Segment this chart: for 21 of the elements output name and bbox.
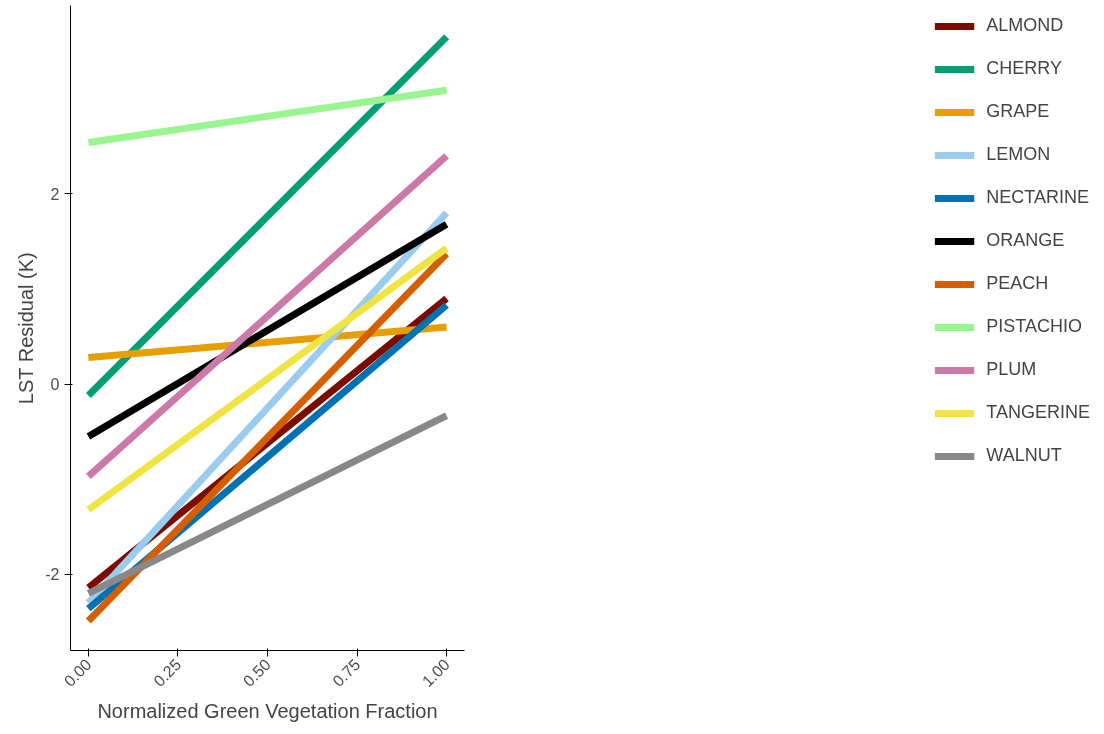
y-tick-label: 2 <box>50 185 60 203</box>
x-tick-label: 0.25 <box>150 655 185 690</box>
legend-label: PISTACHIO <box>986 316 1082 337</box>
legend-label: TANGERINE <box>986 402 1090 423</box>
legend-label: CHERRY <box>986 58 1062 79</box>
legend-label: ORANGE <box>986 230 1065 251</box>
x-tick-label: 0.50 <box>239 655 274 690</box>
x-tick-label: 1.00 <box>418 655 454 690</box>
x-axis-title: Normalized Green Vegetation Fraction <box>97 700 438 723</box>
x-tick-label: 0.75 <box>329 655 364 690</box>
legend-label: GRAPE <box>986 101 1050 122</box>
legend-label: NECTARINE <box>986 187 1089 208</box>
y-tick-label: 0 <box>50 376 60 394</box>
legend-label: PEACH <box>986 273 1049 294</box>
legend-label: ALMOND <box>986 15 1064 36</box>
y-tick-label: -2 <box>45 566 60 584</box>
legend-label: WALNUT <box>986 445 1062 466</box>
x-tick-label: 0.00 <box>60 655 95 690</box>
y-axis-title: LST Residual (K) <box>15 252 38 405</box>
legend-label: PLUM <box>986 359 1037 380</box>
legend-label: LEMON <box>986 144 1051 165</box>
